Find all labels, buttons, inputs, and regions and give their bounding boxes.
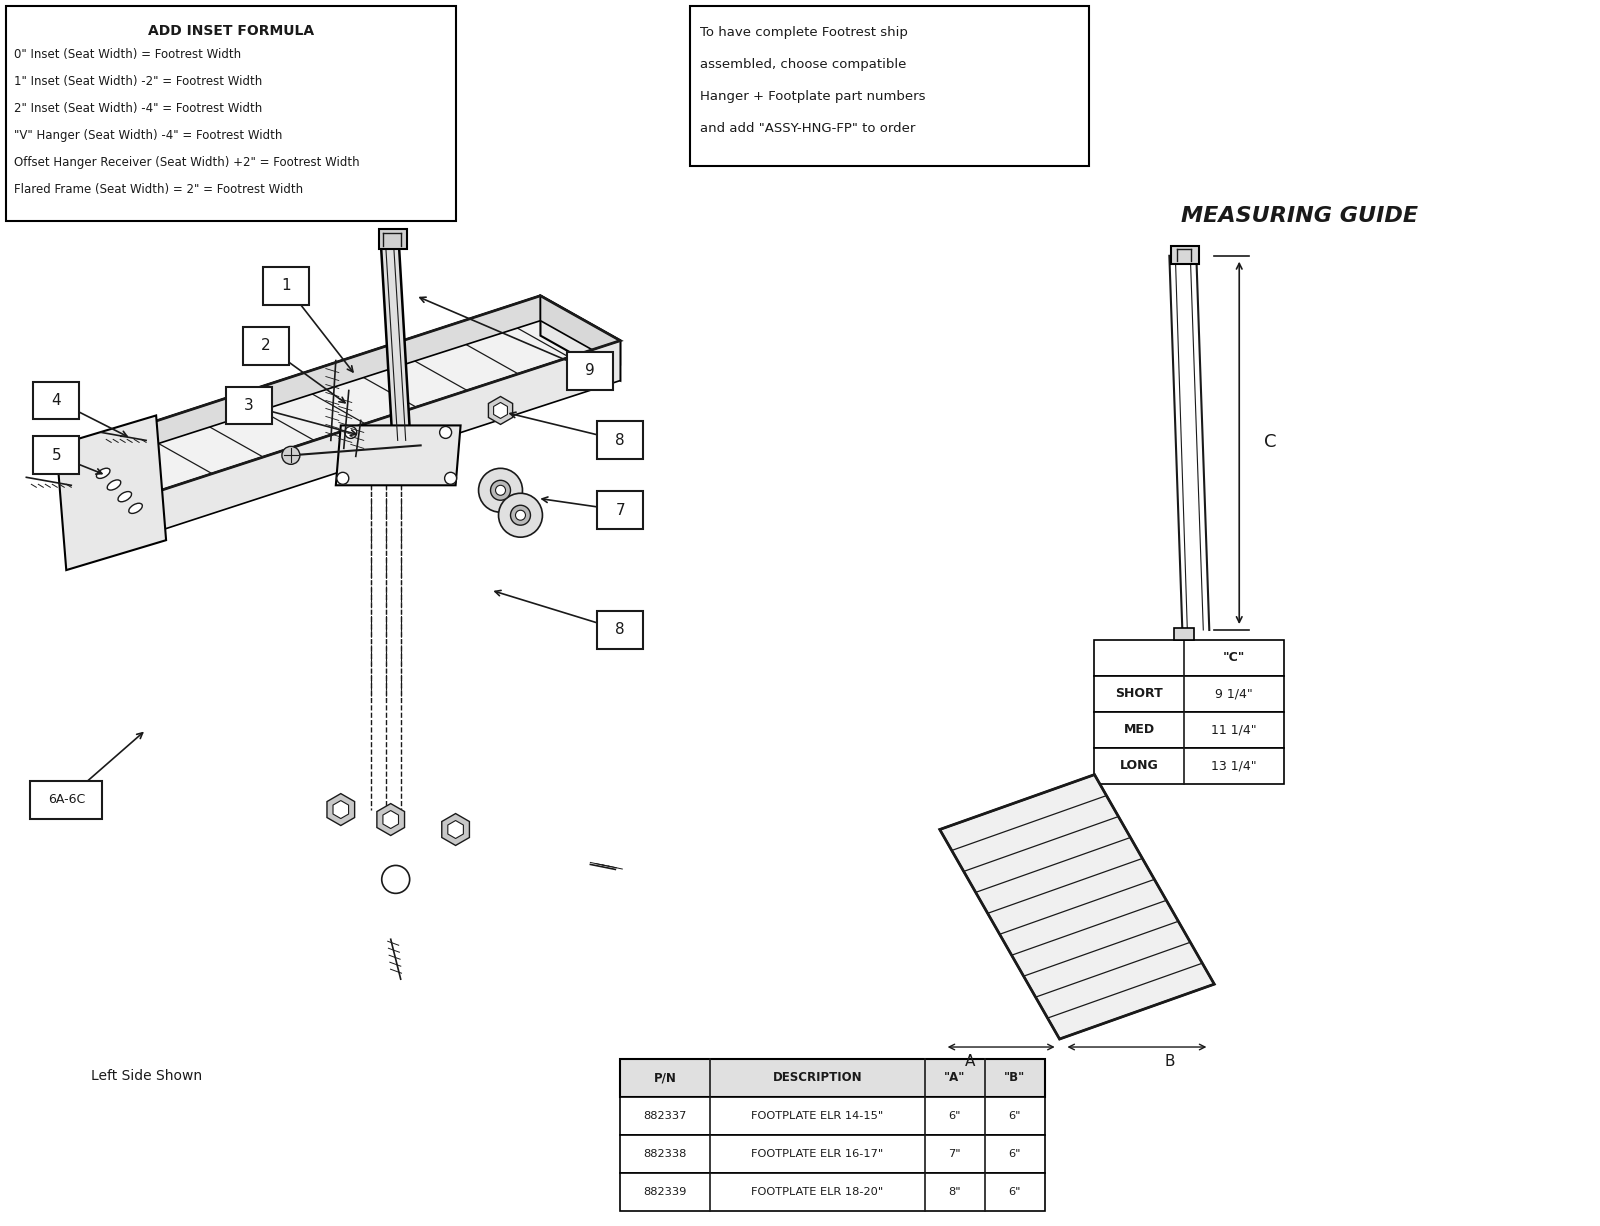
Circle shape <box>440 427 451 439</box>
Text: "C": "C" <box>1222 651 1245 664</box>
Circle shape <box>515 510 525 520</box>
Text: MED: MED <box>1123 723 1155 737</box>
Bar <box>597 492 643 530</box>
Text: 9 1/4": 9 1/4" <box>1216 688 1253 700</box>
Circle shape <box>338 472 349 484</box>
Bar <box>34 436 80 474</box>
Bar <box>597 422 643 460</box>
Circle shape <box>344 427 357 439</box>
Polygon shape <box>82 445 162 530</box>
Bar <box>1174 628 1194 640</box>
Ellipse shape <box>128 503 142 514</box>
Text: 6": 6" <box>949 1111 962 1121</box>
Text: and add "ASSY-HNG-FP" to order: and add "ASSY-HNG-FP" to order <box>701 123 915 135</box>
Polygon shape <box>939 775 1214 1038</box>
Text: FOOTPLATE ELR 16-17": FOOTPLATE ELR 16-17" <box>752 1149 883 1159</box>
Text: 6": 6" <box>1008 1111 1021 1121</box>
Circle shape <box>510 505 531 525</box>
Text: 6A-6C: 6A-6C <box>48 793 85 805</box>
Text: ADD INSET FORMULA: ADD INSET FORMULA <box>147 25 314 38</box>
Ellipse shape <box>107 479 120 490</box>
Text: 882337: 882337 <box>643 1111 686 1121</box>
Circle shape <box>478 468 523 512</box>
Text: MEASURING GUIDE: MEASURING GUIDE <box>1181 206 1418 226</box>
Text: 4: 4 <box>51 394 61 408</box>
Bar <box>621 1173 1045 1210</box>
Bar <box>1171 246 1200 264</box>
Text: P/N: P/N <box>654 1072 677 1085</box>
Text: Hanger + Footplate part numbers: Hanger + Footplate part numbers <box>701 91 926 103</box>
Text: 1" Inset (Seat Width) -2" = Footrest Width: 1" Inset (Seat Width) -2" = Footrest Wid… <box>14 75 262 88</box>
Ellipse shape <box>118 492 131 501</box>
Text: DESCRIPTION: DESCRIPTION <box>773 1072 862 1085</box>
Text: assembled, choose compatible: assembled, choose compatible <box>701 59 907 71</box>
Bar <box>1094 640 1285 676</box>
Bar <box>6 6 456 221</box>
Text: LONG: LONG <box>1120 759 1158 772</box>
Text: 6": 6" <box>1008 1187 1021 1197</box>
Ellipse shape <box>96 468 110 478</box>
Bar <box>597 611 643 649</box>
Circle shape <box>491 481 510 500</box>
Bar <box>568 352 613 390</box>
Bar <box>690 6 1090 166</box>
Polygon shape <box>82 295 541 468</box>
Circle shape <box>496 485 506 495</box>
Text: 3: 3 <box>245 398 254 413</box>
Text: Offset Hanger Receiver (Seat Width) +2" = Footrest Width: Offset Hanger Receiver (Seat Width) +2" … <box>14 156 360 169</box>
Bar <box>243 326 290 364</box>
Bar <box>262 267 309 305</box>
Text: "A": "A" <box>944 1072 965 1085</box>
Text: To have complete Footrest ship: To have complete Footrest ship <box>701 26 909 39</box>
Polygon shape <box>541 295 621 380</box>
Text: 11 1/4": 11 1/4" <box>1211 723 1258 737</box>
Text: 6": 6" <box>1008 1149 1021 1159</box>
Polygon shape <box>541 295 621 365</box>
Polygon shape <box>162 341 621 530</box>
Bar <box>1094 676 1285 712</box>
Text: 8: 8 <box>616 433 626 447</box>
Polygon shape <box>336 425 461 485</box>
Bar <box>621 1097 1045 1135</box>
Text: 7": 7" <box>949 1149 962 1159</box>
Bar <box>34 381 80 419</box>
Text: B: B <box>1165 1054 1174 1069</box>
Bar <box>379 229 406 249</box>
Text: FOOTPLATE ELR 18-20": FOOTPLATE ELR 18-20" <box>752 1187 883 1197</box>
Text: 2: 2 <box>261 338 270 353</box>
Bar <box>1094 748 1285 783</box>
Text: Flared Frame (Seat Width) = 2" = Footrest Width: Flared Frame (Seat Width) = 2" = Footres… <box>14 183 304 196</box>
Text: "V" Hanger (Seat Width) -4" = Footrest Width: "V" Hanger (Seat Width) -4" = Footrest W… <box>14 129 283 142</box>
Text: "B": "B" <box>1005 1072 1026 1085</box>
Circle shape <box>382 866 410 894</box>
Text: FOOTPLATE ELR 14-15": FOOTPLATE ELR 14-15" <box>752 1111 883 1121</box>
Text: 13 1/4": 13 1/4" <box>1211 759 1258 772</box>
Polygon shape <box>56 416 166 570</box>
Text: 7: 7 <box>616 503 626 517</box>
Polygon shape <box>82 295 621 490</box>
Text: 8: 8 <box>616 623 626 638</box>
Text: 882339: 882339 <box>643 1187 686 1197</box>
Bar <box>621 1059 1045 1097</box>
Circle shape <box>445 472 456 484</box>
Text: 882338: 882338 <box>643 1149 686 1159</box>
Polygon shape <box>381 240 411 445</box>
Text: 1: 1 <box>282 278 291 293</box>
Text: C: C <box>1264 433 1277 451</box>
Text: 8": 8" <box>949 1187 962 1197</box>
Bar <box>1094 712 1285 748</box>
Bar <box>30 781 102 819</box>
Circle shape <box>282 446 299 465</box>
Text: 2" Inset (Seat Width) -4" = Footrest Width: 2" Inset (Seat Width) -4" = Footrest Wid… <box>14 102 262 115</box>
Circle shape <box>499 493 542 537</box>
Text: 9: 9 <box>586 363 595 378</box>
Text: Left Side Shown: Left Side Shown <box>91 1069 202 1083</box>
Text: SHORT: SHORT <box>1115 688 1163 700</box>
Text: 5: 5 <box>51 447 61 463</box>
Bar <box>621 1135 1045 1173</box>
Text: 0" Inset (Seat Width) = Footrest Width: 0" Inset (Seat Width) = Footrest Width <box>14 48 242 61</box>
Bar <box>226 386 272 424</box>
Text: A: A <box>965 1054 974 1069</box>
